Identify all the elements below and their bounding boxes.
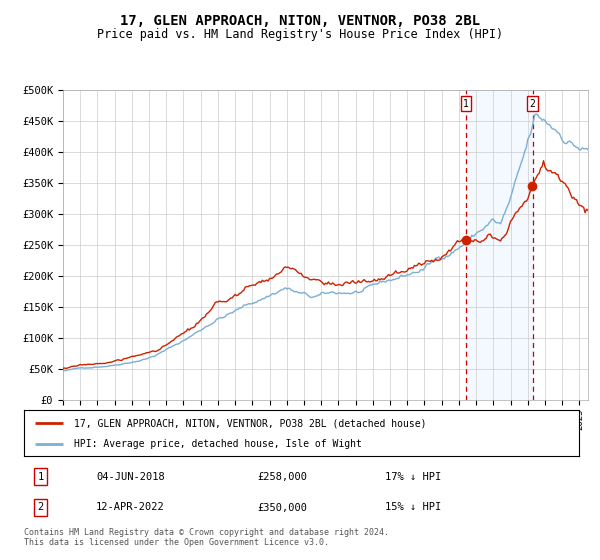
Text: 1: 1 — [463, 99, 469, 109]
Text: 15% ↓ HPI: 15% ↓ HPI — [385, 502, 441, 512]
Text: 17% ↓ HPI: 17% ↓ HPI — [385, 472, 441, 482]
Text: £350,000: £350,000 — [257, 502, 307, 512]
Text: 12-APR-2022: 12-APR-2022 — [96, 502, 165, 512]
Text: Contains HM Land Registry data © Crown copyright and database right 2024.
This d: Contains HM Land Registry data © Crown c… — [24, 528, 389, 547]
Text: 04-JUN-2018: 04-JUN-2018 — [96, 472, 165, 482]
Bar — [466, 90, 533, 400]
Text: 17, GLEN APPROACH, NITON, VENTNOR, PO38 2BL: 17, GLEN APPROACH, NITON, VENTNOR, PO38 … — [120, 14, 480, 28]
Text: Price paid vs. HM Land Registry's House Price Index (HPI): Price paid vs. HM Land Registry's House … — [97, 28, 503, 41]
Text: £258,000: £258,000 — [257, 472, 307, 482]
Text: HPI: Average price, detached house, Isle of Wight: HPI: Average price, detached house, Isle… — [74, 438, 362, 449]
Text: 2: 2 — [38, 502, 44, 512]
Text: 17, GLEN APPROACH, NITON, VENTNOR, PO38 2BL (detached house): 17, GLEN APPROACH, NITON, VENTNOR, PO38 … — [74, 418, 427, 428]
Text: 2: 2 — [530, 99, 536, 109]
Text: 1: 1 — [38, 472, 44, 482]
